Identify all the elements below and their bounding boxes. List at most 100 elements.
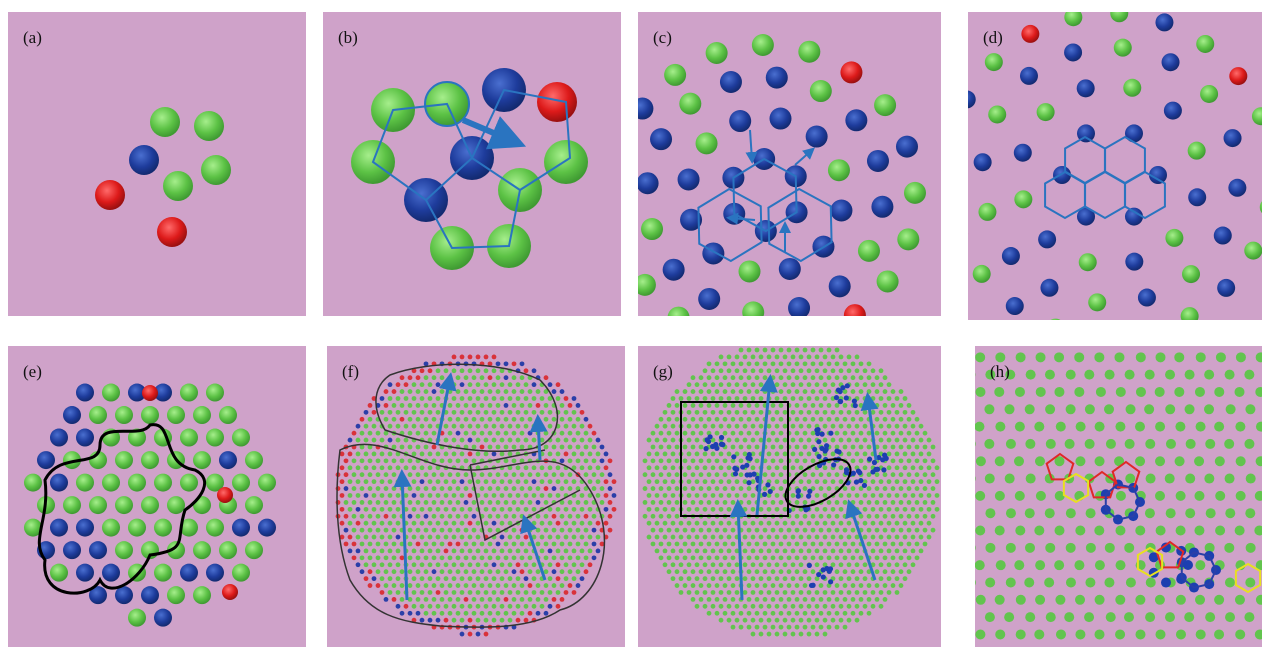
- particle: [641, 218, 663, 240]
- particle: [384, 569, 389, 574]
- particle: [783, 424, 788, 429]
- particle: [548, 535, 553, 540]
- particle: [703, 410, 708, 415]
- particle: [548, 410, 553, 415]
- particle: [344, 528, 349, 533]
- particle: [476, 576, 481, 581]
- particle: [907, 431, 912, 436]
- particle: [831, 618, 836, 623]
- particle: [193, 586, 211, 604]
- particle: [895, 521, 900, 526]
- particle: [667, 417, 672, 422]
- particle: [496, 361, 501, 366]
- particle: [89, 406, 107, 424]
- particle: [552, 472, 557, 477]
- particle: [372, 535, 377, 540]
- particle: [456, 403, 461, 408]
- particle: [1088, 293, 1106, 311]
- particle: [655, 549, 660, 554]
- particle: [650, 128, 672, 150]
- particle: [1224, 543, 1234, 553]
- particle: [887, 438, 892, 443]
- particle: [643, 514, 648, 519]
- particle: [480, 597, 485, 602]
- particle: [388, 507, 393, 512]
- particle: [420, 396, 425, 401]
- particle: [504, 611, 509, 616]
- particle: [416, 417, 421, 422]
- particle: [1045, 543, 1055, 553]
- particle: [440, 514, 445, 519]
- particle: [859, 445, 864, 450]
- particle: [552, 555, 557, 560]
- particle: [424, 389, 429, 394]
- particle: [484, 396, 489, 401]
- particle: [803, 611, 808, 616]
- particle: [584, 542, 589, 547]
- particle: [1064, 612, 1074, 622]
- particle: [867, 583, 872, 588]
- particle: [476, 424, 481, 429]
- particle: [372, 452, 377, 457]
- particle: [596, 438, 601, 443]
- particle: [651, 472, 656, 477]
- particle: [416, 528, 421, 533]
- particle: [1066, 508, 1076, 518]
- particle: [1006, 543, 1016, 553]
- particle: [460, 535, 465, 540]
- particle: [408, 514, 413, 519]
- particle: [675, 389, 680, 394]
- particle: [572, 562, 577, 567]
- particle: [739, 375, 744, 380]
- particle: [1064, 8, 1082, 26]
- particle: [540, 396, 545, 401]
- particle: [711, 604, 716, 609]
- particle: [714, 446, 719, 451]
- particle: [927, 465, 932, 470]
- particle: [428, 549, 433, 554]
- particle: [863, 576, 868, 581]
- particle: [416, 375, 421, 380]
- particle: [727, 493, 732, 498]
- particle: [899, 555, 904, 560]
- particle: [788, 297, 810, 319]
- particle: [1244, 439, 1254, 449]
- particle: [206, 519, 224, 537]
- particle: [715, 486, 720, 491]
- particle: [675, 542, 680, 547]
- particle: [643, 486, 648, 491]
- particle: [552, 514, 557, 519]
- particle: [747, 583, 752, 588]
- particle: [775, 382, 780, 387]
- particle: [915, 528, 920, 533]
- particle: [1144, 335, 1154, 345]
- particle: [823, 410, 828, 415]
- particle: [919, 438, 924, 443]
- particle: [408, 458, 413, 463]
- particle: [867, 597, 872, 602]
- particle: [819, 597, 824, 602]
- particle: [364, 452, 369, 457]
- particle: [723, 389, 728, 394]
- particle: [384, 583, 389, 588]
- particle: [911, 424, 916, 429]
- particle: [687, 590, 692, 595]
- particle: [751, 604, 756, 609]
- particle: [767, 438, 772, 443]
- particle: [975, 629, 985, 639]
- particle: [460, 632, 465, 637]
- particle: [380, 562, 385, 567]
- particle: [1165, 404, 1175, 414]
- particle: [787, 569, 792, 574]
- particle: [855, 507, 860, 512]
- particle: [859, 611, 864, 616]
- particle: [424, 445, 429, 450]
- particle: [647, 438, 652, 443]
- particle: [428, 465, 433, 470]
- particle: [695, 396, 700, 401]
- particle: [388, 424, 393, 429]
- particle: [731, 597, 736, 602]
- particle: [651, 458, 656, 463]
- particle: [795, 348, 800, 353]
- particle: [412, 382, 417, 387]
